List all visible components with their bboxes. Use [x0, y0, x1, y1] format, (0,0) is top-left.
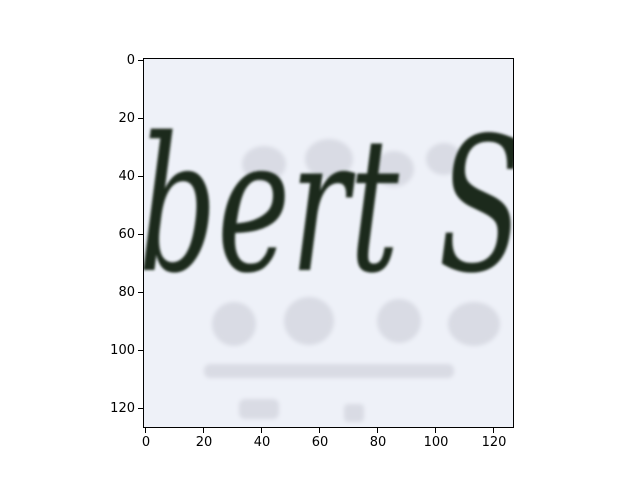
x-tick-mark [319, 428, 320, 433]
y-tick-mark [138, 118, 143, 119]
x-tick-label: 80 [369, 435, 387, 450]
image-plot-area: bert S [144, 59, 513, 427]
x-tick-label: 20 [195, 435, 213, 450]
y-tick-mark [138, 60, 143, 61]
y-tick-mark [138, 176, 143, 177]
y-tick-label: 60 [118, 227, 135, 242]
x-tick-mark [435, 428, 436, 433]
y-tick-label: 100 [110, 343, 135, 358]
x-tick-label: 120 [481, 435, 507, 450]
bleed-through-text [204, 139, 500, 422]
y-tick-mark [138, 350, 143, 351]
x-tick-label: 40 [253, 435, 271, 450]
y-tick-label: 20 [118, 111, 135, 126]
x-tick-label: 100 [423, 435, 449, 450]
x-tick-mark [261, 428, 262, 433]
scanned-text-image: bert S [144, 59, 513, 427]
x-tick-mark [493, 428, 494, 433]
y-tick-label: 0 [126, 53, 135, 68]
x-tick-mark [377, 428, 378, 433]
x-tick-label: 0 [141, 435, 151, 450]
y-tick-mark [138, 408, 143, 409]
x-tick-mark [145, 428, 146, 433]
x-tick-label: 60 [311, 435, 329, 450]
y-tick-label: 120 [110, 401, 135, 416]
y-tick-mark [138, 292, 143, 293]
x-tick-mark [203, 428, 204, 433]
y-tick-label: 40 [118, 169, 135, 184]
italic-word-fragment: bert S [144, 97, 513, 314]
y-tick-label: 80 [118, 285, 135, 300]
y-tick-mark [138, 234, 143, 235]
